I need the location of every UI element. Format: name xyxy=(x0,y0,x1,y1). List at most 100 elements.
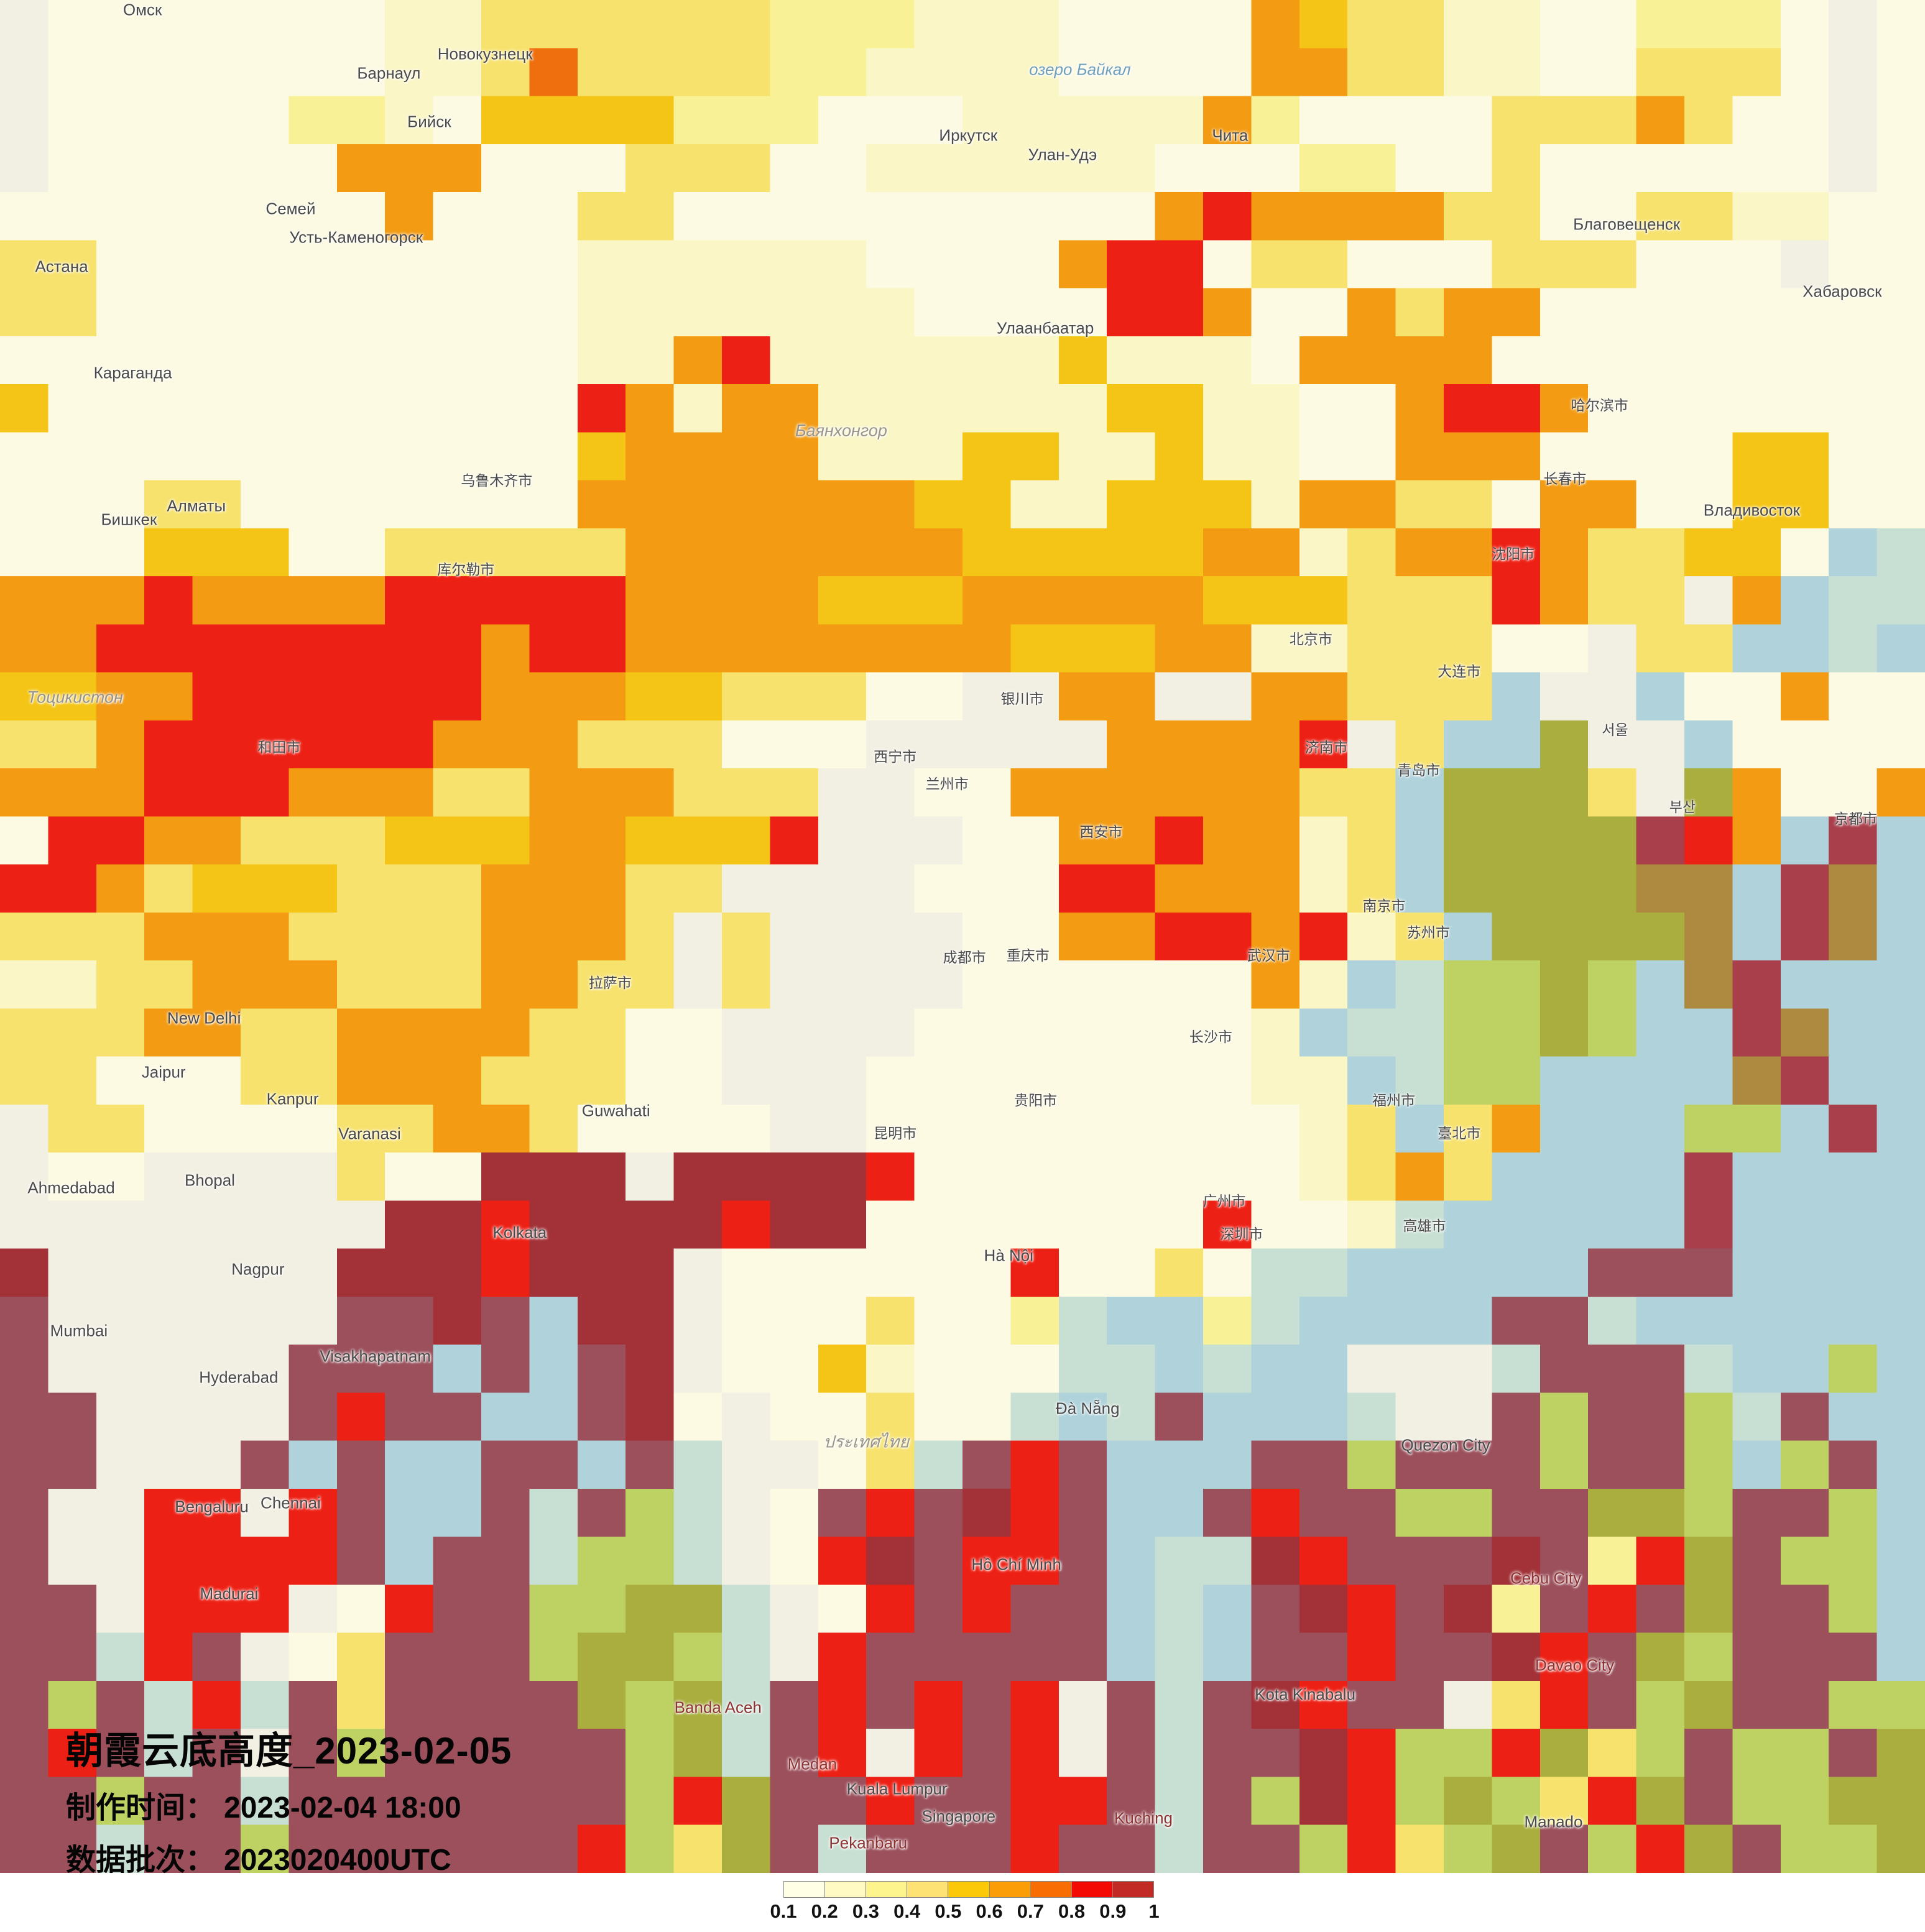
map-label: 库尔勒市 xyxy=(437,561,495,577)
map-label: Астана xyxy=(35,257,88,276)
map-label: 沈阳市 xyxy=(1491,545,1535,562)
map-label: Барнаул xyxy=(357,63,421,83)
map-label: 부산 xyxy=(1669,799,1696,816)
map-label: Бийск xyxy=(407,112,451,131)
production-time-line: 制作时间： 2023-02-04 18:00 xyxy=(66,1783,461,1826)
map-label: Pekanbaru xyxy=(829,1833,908,1852)
legend-tick-label: 0.1 xyxy=(770,1900,797,1922)
map-label: 京都市 xyxy=(1834,810,1878,827)
map-label: Kolkata xyxy=(492,1223,547,1242)
map-label: 成都市 xyxy=(943,949,986,966)
legend-tick-label: 0.6 xyxy=(976,1900,1003,1922)
legend-tick-label: 0.8 xyxy=(1058,1900,1086,1922)
map-label: Hà Nội xyxy=(984,1246,1034,1265)
legend-color-cell xyxy=(825,1882,867,1897)
map-label: 西宁市 xyxy=(874,748,917,765)
legend-color-cell xyxy=(948,1882,990,1897)
map-label: Караганда xyxy=(93,363,172,382)
map-label: Kuching xyxy=(1114,1808,1173,1828)
production-time-value: 2023-02-04 18:00 xyxy=(224,1792,461,1824)
map-label: 青岛市 xyxy=(1397,761,1441,778)
map-label: Guwahati xyxy=(581,1101,650,1120)
map-label: Banda Aceh xyxy=(674,1698,762,1717)
map-label: Бишкек xyxy=(101,510,157,529)
map-label: 兰州市 xyxy=(925,775,969,792)
map-label: Тоцикистон xyxy=(27,688,123,707)
map-label: Nagpur xyxy=(231,1259,285,1279)
legend-tick-label: 0.7 xyxy=(1017,1900,1044,1922)
map-label: 贵阳市 xyxy=(1014,1092,1058,1109)
map-label: 长春市 xyxy=(1543,470,1587,487)
data-batch-line: 数据批次： 2023020400UTC xyxy=(66,1835,451,1879)
map-label: 拉萨市 xyxy=(588,974,632,991)
map-label: Чита xyxy=(1212,126,1249,145)
map-label: 高雄市 xyxy=(1403,1218,1446,1235)
map-label: озеро Байкал xyxy=(1029,60,1131,79)
map-label: 长沙市 xyxy=(1189,1028,1232,1045)
legend-color-cell xyxy=(1071,1882,1113,1897)
map-label: Bhopal xyxy=(184,1171,235,1190)
map-label: 苏州市 xyxy=(1406,924,1450,941)
map-label: 서울 xyxy=(1602,721,1628,738)
map-label: Manado xyxy=(1524,1812,1583,1831)
legend-color-cell xyxy=(1030,1882,1072,1897)
map-label: 北京市 xyxy=(1289,630,1332,647)
color-scale-legend: 0.1 0.2 0.3 0.4 0.5 0.6 0.7 0.8 0.9 1 xyxy=(0,1873,1925,1932)
legend-color-cell xyxy=(866,1882,908,1897)
map-label: Kanpur xyxy=(266,1089,319,1108)
map-label: Bengaluru xyxy=(175,1497,249,1516)
map-label: 西安市 xyxy=(1079,824,1123,840)
legend-color-cell xyxy=(784,1882,826,1897)
legend-tick-label: 0.3 xyxy=(852,1900,879,1922)
map-label: 广州市 xyxy=(1203,1193,1246,1210)
map-label: Семей xyxy=(265,199,316,218)
map-label: Varanasi xyxy=(338,1124,401,1143)
map-label: Medan xyxy=(787,1754,838,1773)
legend-color-bar xyxy=(783,1881,1154,1898)
map-label: Усть-Каменогорск xyxy=(289,228,423,247)
map-label: Madurai xyxy=(200,1584,259,1603)
map-label: Quezon City xyxy=(1401,1435,1490,1455)
data-batch-value: 2023020400UTC xyxy=(224,1844,451,1877)
map-label: ประเทศไทย xyxy=(823,1432,909,1451)
legend-tick-label: 0.9 xyxy=(1099,1900,1127,1922)
map-label: 银川市 xyxy=(1000,690,1044,707)
legend-tick-label: 0.2 xyxy=(811,1900,838,1922)
map-label: Kota Kinabalu xyxy=(1255,1685,1356,1704)
cloud-base-height-heatmap xyxy=(0,0,1925,1873)
map-label: Хабаровск xyxy=(1803,282,1882,301)
map-label: Ahmedabad xyxy=(27,1178,115,1197)
map-label: Баянхонгор xyxy=(795,421,887,440)
map-label: Hồ Chí Minh xyxy=(971,1555,1061,1574)
legend-color-cell xyxy=(989,1882,1031,1897)
map-label: Владивосток xyxy=(1703,500,1800,519)
map-label: Mumbai xyxy=(50,1321,108,1340)
map-label: 深圳市 xyxy=(1220,1225,1263,1242)
map-label: Jaipur xyxy=(141,1062,186,1082)
map-label: Улаанбаатар xyxy=(996,318,1094,338)
map-label: 臺北市 xyxy=(1438,1125,1481,1142)
map-label: Алматы xyxy=(167,496,226,515)
map-label: Омск xyxy=(122,0,162,19)
map-label: 和田市 xyxy=(257,738,301,755)
map-label: Cebu City xyxy=(1510,1568,1582,1588)
map-label: 重庆市 xyxy=(1006,947,1050,964)
map-label: Chennai xyxy=(261,1493,321,1512)
production-time-label: 制作时间： xyxy=(66,1792,216,1824)
product-title: 朝霞云底高度_2023-02-05 xyxy=(66,1730,512,1772)
map-label: Иркутск xyxy=(939,126,998,145)
map-label: Visakhapatnam xyxy=(320,1346,432,1366)
map-label: Новокузнецк xyxy=(437,44,533,63)
legend-tick-labels: 0.1 0.2 0.3 0.4 0.5 0.6 0.7 0.8 0.9 1 xyxy=(770,1900,1159,1928)
legend-tick-label: 1 xyxy=(1148,1900,1160,1922)
map-label: Davao City xyxy=(1535,1655,1615,1675)
map-label: Улан-Удэ xyxy=(1028,145,1097,164)
map-label: 武汉市 xyxy=(1247,947,1290,964)
map-label: Hyderabad xyxy=(199,1368,279,1387)
legend-tick-label: 0.5 xyxy=(935,1900,962,1922)
map-label: 乌鲁木齐市 xyxy=(461,472,533,489)
map-label: New Delhi xyxy=(167,1008,241,1028)
map-label: Singapore xyxy=(921,1806,996,1826)
map-label: Đà Nẵng xyxy=(1055,1399,1120,1418)
